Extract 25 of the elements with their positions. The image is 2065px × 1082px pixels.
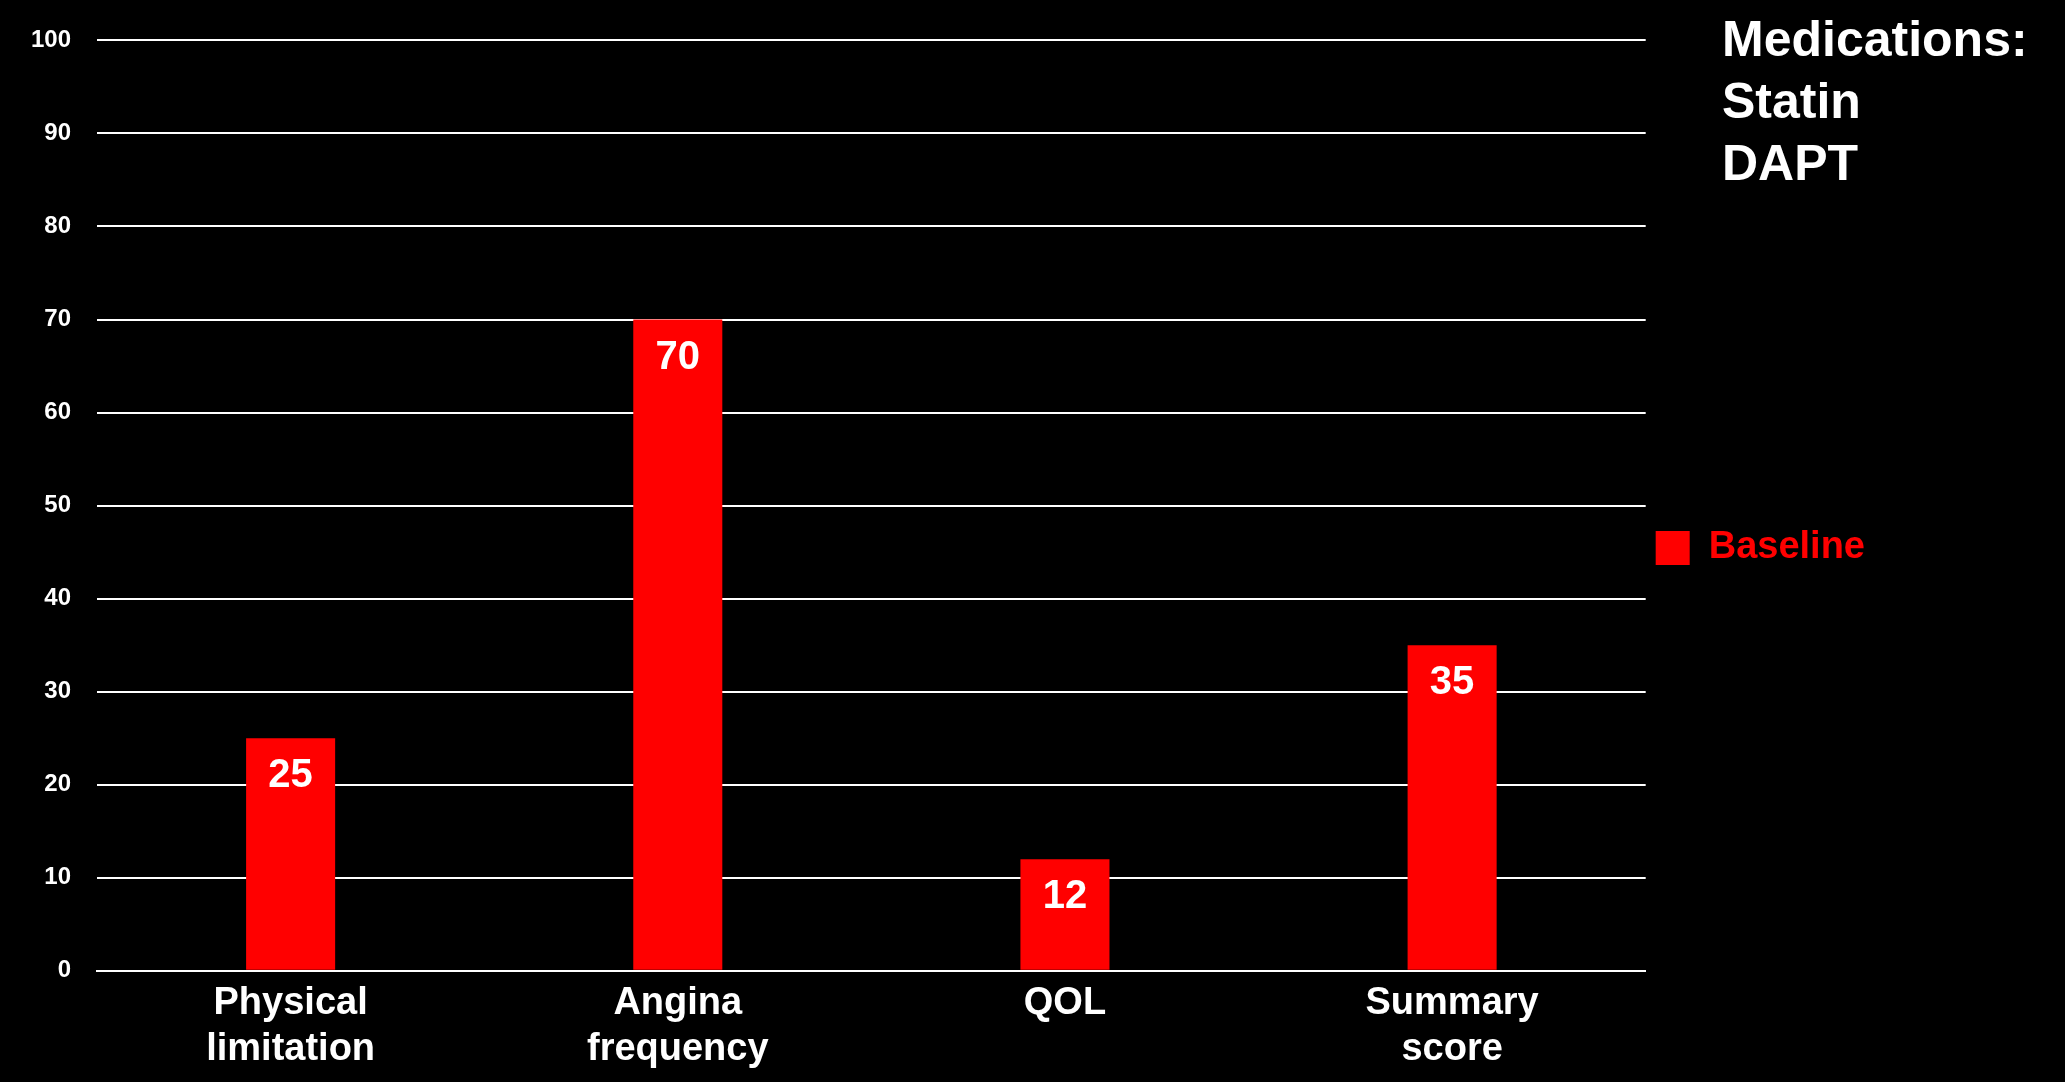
- y-tick-label: 70: [44, 304, 72, 332]
- data-label: 35: [1429, 658, 1475, 703]
- x-tick-label: Summary score: [1365, 980, 1539, 1068]
- x-tick-label: QOL: [1023, 980, 1107, 1023]
- x-tick-label: Physical limitation: [206, 980, 376, 1068]
- data-label: 70: [655, 332, 701, 377]
- text: Medications: Statin DAPT: [1722, 10, 2028, 193]
- y-tick-label: 20: [44, 769, 72, 797]
- y-tick-label: 40: [44, 583, 72, 611]
- bar: [1020, 859, 1110, 970]
- legend-label: Baseline: [1708, 524, 1866, 567]
- bar: [1407, 645, 1497, 970]
- y-tick-label: 10: [44, 862, 72, 890]
- y-tick-label: 100: [31, 25, 72, 53]
- x-tick-label: Angina frequency: [586, 980, 769, 1068]
- data-label: 12: [1042, 872, 1088, 917]
- y-tick-label: 90: [44, 118, 72, 146]
- y-tick-label: 80: [44, 211, 72, 239]
- data-label: 25: [268, 751, 313, 796]
- bar: [246, 738, 336, 970]
- y-tick-label: 60: [44, 397, 72, 425]
- y-tick-label: 50: [44, 490, 72, 518]
- bar: [633, 319, 723, 970]
- y-tick-label: 30: [44, 676, 72, 704]
- y-tick-label: 0: [57, 955, 72, 983]
